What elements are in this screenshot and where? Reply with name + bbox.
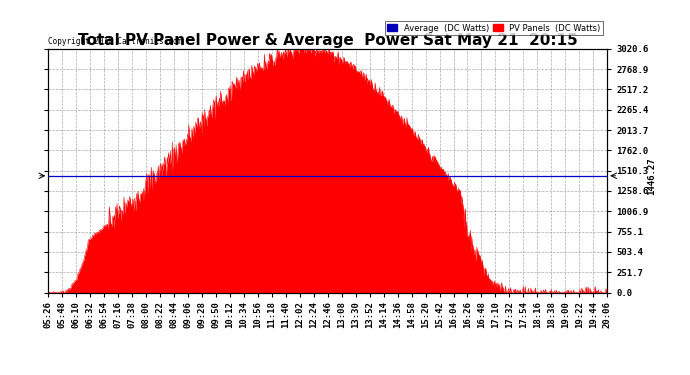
- Title: Total PV Panel Power & Average  Power Sat May 21  20:15: Total PV Panel Power & Average Power Sat…: [78, 33, 578, 48]
- Text: Copyright 2016 Cartronics.com: Copyright 2016 Cartronics.com: [48, 38, 182, 46]
- Text: 1446.27: 1446.27: [647, 157, 656, 195]
- Legend: Average  (DC Watts), PV Panels  (DC Watts): Average (DC Watts), PV Panels (DC Watts): [385, 21, 603, 35]
